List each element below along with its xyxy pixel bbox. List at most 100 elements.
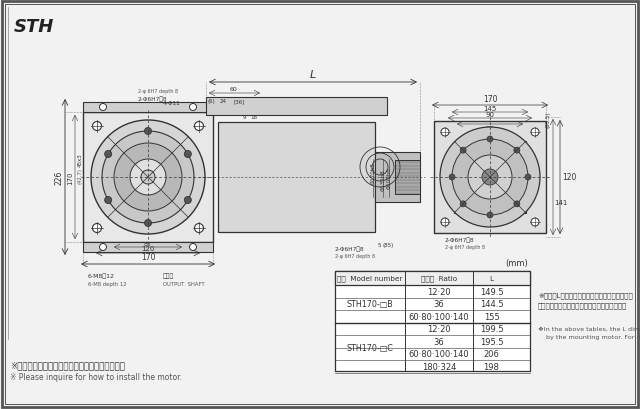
Text: Φ100h6: Φ100h6 xyxy=(387,167,392,189)
Circle shape xyxy=(482,170,498,186)
Circle shape xyxy=(93,122,102,131)
Text: L: L xyxy=(490,275,493,281)
Circle shape xyxy=(440,128,540,227)
Text: 2-φ 6H7 depth 8: 2-φ 6H7 depth 8 xyxy=(335,254,375,258)
Circle shape xyxy=(189,244,196,251)
Text: 4-Φ11: 4-Φ11 xyxy=(163,101,180,106)
Text: 型式  Model number: 型式 Model number xyxy=(337,275,403,282)
Circle shape xyxy=(195,122,204,131)
Text: [36]: [36] xyxy=(233,99,244,104)
Bar xyxy=(335,271,530,371)
Text: STH: STH xyxy=(14,18,54,36)
Text: 90: 90 xyxy=(486,112,495,118)
Circle shape xyxy=(514,201,520,207)
Text: 199.5: 199.5 xyxy=(480,324,503,333)
Circle shape xyxy=(460,201,466,207)
Text: 195.5: 195.5 xyxy=(480,337,503,346)
Bar xyxy=(83,113,213,243)
Text: 85: 85 xyxy=(486,126,495,132)
Text: 12·20: 12·20 xyxy=(427,324,451,333)
Text: 198: 198 xyxy=(484,362,499,371)
Text: OUTPUT  SHAFT: OUTPUT SHAFT xyxy=(163,281,205,286)
Circle shape xyxy=(514,148,520,154)
Text: 144.5: 144.5 xyxy=(480,299,503,308)
Text: 155: 155 xyxy=(484,312,499,321)
Text: 120: 120 xyxy=(562,173,577,182)
Circle shape xyxy=(102,132,194,223)
Text: 170: 170 xyxy=(67,171,73,184)
Bar xyxy=(83,103,213,113)
Text: 36: 36 xyxy=(434,299,444,308)
Text: 180·324: 180·324 xyxy=(422,362,456,371)
Bar xyxy=(218,123,375,232)
Text: STH170-□B: STH170-□B xyxy=(347,299,394,308)
Circle shape xyxy=(452,139,528,216)
Circle shape xyxy=(468,155,512,200)
Text: STH170-□C: STH170-□C xyxy=(347,343,394,352)
Circle shape xyxy=(531,129,539,137)
Circle shape xyxy=(91,121,205,234)
Bar xyxy=(206,98,387,116)
Text: L: L xyxy=(310,70,316,80)
Text: (85.5): (85.5) xyxy=(545,111,550,128)
Bar xyxy=(335,271,530,285)
Text: 120: 120 xyxy=(141,245,155,252)
Circle shape xyxy=(441,129,449,137)
Circle shape xyxy=(105,197,111,204)
Circle shape xyxy=(487,137,493,143)
Circle shape xyxy=(460,148,466,154)
Text: 2-Φ6H7深8: 2-Φ6H7深8 xyxy=(335,246,365,252)
Circle shape xyxy=(145,128,152,135)
Circle shape xyxy=(93,224,102,233)
Text: 減速比  Ratio: 減速比 Ratio xyxy=(421,275,457,282)
Text: 226: 226 xyxy=(54,171,63,185)
Text: 170: 170 xyxy=(141,252,156,261)
Text: ※ Please inquire for how to install the motor.: ※ Please inquire for how to install the … xyxy=(10,372,182,381)
Text: ※表中のL寸法は取付モータにより異なる場合が
ありますので、詳細はお問い合わせください。: ※表中のL寸法は取付モータにより異なる場合が ありますので、詳細はお問い合わせく… xyxy=(538,291,633,308)
Circle shape xyxy=(130,160,166,196)
Circle shape xyxy=(184,151,191,158)
Text: 60: 60 xyxy=(230,87,238,92)
Text: 24: 24 xyxy=(220,99,227,104)
Text: 141: 141 xyxy=(554,200,568,205)
Text: 85: 85 xyxy=(144,241,152,246)
Text: 206: 206 xyxy=(484,349,499,358)
Bar xyxy=(454,142,526,213)
Text: 2-φ 6H7 depth 8: 2-φ 6H7 depth 8 xyxy=(138,89,178,94)
Text: 36: 36 xyxy=(434,337,444,346)
Text: 5: 5 xyxy=(378,243,381,247)
Text: (mm): (mm) xyxy=(505,258,528,267)
Text: 12·20: 12·20 xyxy=(427,287,451,296)
Circle shape xyxy=(195,224,204,233)
Text: 170: 170 xyxy=(483,95,497,104)
Circle shape xyxy=(99,244,106,251)
Text: 6-M8深12: 6-M8深12 xyxy=(88,273,115,278)
Circle shape xyxy=(141,171,155,184)
Circle shape xyxy=(99,104,106,111)
Circle shape xyxy=(525,175,531,180)
Text: 6-M8 depth 12: 6-M8 depth 12 xyxy=(88,281,127,286)
Text: (6): (6) xyxy=(208,99,216,104)
Circle shape xyxy=(184,197,191,204)
Text: 45x3: 45x3 xyxy=(77,153,83,166)
Circle shape xyxy=(487,213,493,218)
Circle shape xyxy=(114,144,182,211)
Bar xyxy=(83,243,213,252)
Text: (42.7): (42.7) xyxy=(77,168,83,184)
Text: 60·80·100·140: 60·80·100·140 xyxy=(409,312,469,321)
Circle shape xyxy=(531,218,539,227)
Text: 18: 18 xyxy=(250,115,257,120)
Text: Φ170h8: Φ170h8 xyxy=(371,162,376,184)
Bar xyxy=(395,161,420,195)
Text: 2-Φ6H7深8: 2-Φ6H7深8 xyxy=(445,237,475,243)
Circle shape xyxy=(189,104,196,111)
Text: 145: 145 xyxy=(483,106,497,112)
Text: 60·80·100·140: 60·80·100·140 xyxy=(409,349,469,358)
Text: Φ135h8: Φ135h8 xyxy=(381,169,385,191)
Bar xyxy=(434,122,546,234)
Bar xyxy=(375,153,420,202)
Text: 149.5: 149.5 xyxy=(480,287,503,296)
Text: ❖In the above tables, the L dimensions may differ
    by the mounting motor. For: ❖In the above tables, the L dimensions m… xyxy=(538,326,640,339)
Text: 出力軸: 出力軸 xyxy=(163,273,174,278)
Text: (85): (85) xyxy=(383,243,394,247)
